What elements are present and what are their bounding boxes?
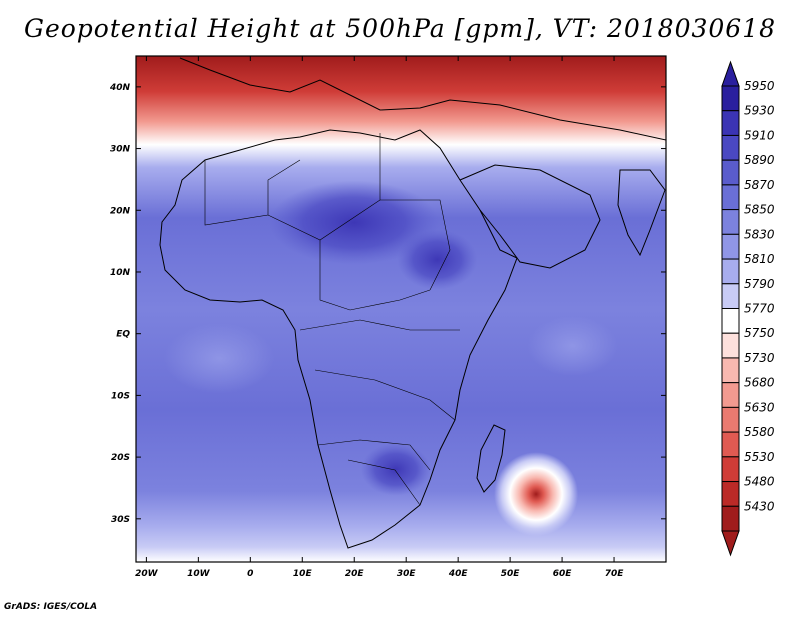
colorbar-label: 5730 <box>744 351 775 365</box>
colorbar-label: 5790 <box>744 277 775 291</box>
x-tick-label: 10E <box>293 569 313 579</box>
colorbar-label: 5430 <box>744 499 775 513</box>
colorbar-swatch <box>721 431 740 458</box>
x-tick-label: 10W <box>187 569 211 579</box>
colorbar-swatch <box>721 332 740 359</box>
colorbar-label: 5580 <box>744 425 775 439</box>
colorbar-swatch <box>721 110 740 136</box>
madagascar-coastline <box>476 424 506 493</box>
y-tick-label: 40N <box>109 83 131 93</box>
border-line <box>319 240 431 311</box>
colorbar-label: 5870 <box>744 178 775 192</box>
colorbar-label: 5850 <box>744 203 775 217</box>
x-tick-label: 50E <box>501 569 521 579</box>
y-tick-label: EQ <box>116 330 130 340</box>
colorbar-swatch <box>721 134 740 161</box>
colorbar-bottom-arrow <box>721 530 740 557</box>
colorbar-swatch <box>721 382 740 408</box>
colorbar-swatch <box>721 159 740 186</box>
x-tick-label: 40E <box>448 569 469 579</box>
colorbar-swatch <box>721 406 740 433</box>
y-tick-label: 30N <box>110 145 131 155</box>
x-tick-label: 70E <box>605 569 625 579</box>
colorbar-swatch <box>721 233 740 260</box>
colorbar-swatch <box>721 184 740 211</box>
y-tick-label: 10S <box>111 391 130 401</box>
colorbar-label: 5910 <box>744 128 775 142</box>
colorbar-label: 5930 <box>744 104 775 118</box>
x-tick-label: 30E <box>397 569 417 579</box>
indian-ocean-weak-region <box>527 316 618 377</box>
chart-title: Geopotential Height at 500hPa [gpm], VT:… <box>23 14 777 43</box>
colorbar-swatch <box>721 456 740 483</box>
border-line <box>347 459 421 506</box>
colorbar-label: 5750 <box>744 326 775 340</box>
x-tick-label: 20E <box>345 569 365 579</box>
colorbar-label: 5830 <box>744 227 775 241</box>
x-tick-label: 0 <box>247 569 253 579</box>
colorbar-label: 5680 <box>744 376 775 390</box>
country-borders <box>204 133 460 506</box>
x-tick-label: 20W <box>135 569 159 579</box>
colorbar-swatch <box>721 85 740 112</box>
height-field <box>136 56 666 562</box>
europe-coastline <box>179 57 666 141</box>
colorbar-swatch <box>721 209 740 235</box>
colorbar-swatch <box>721 505 740 532</box>
border-line <box>314 369 456 421</box>
colorbar-label: 5810 <box>744 252 775 266</box>
india-coastline <box>617 169 666 257</box>
southern-africa-ridge <box>360 443 431 496</box>
y-tick-label: 10N <box>110 268 131 278</box>
gulf-of-guinea-weak-region <box>164 323 275 394</box>
colorbar-label: 5480 <box>744 475 775 489</box>
colorbar-label: 5950 <box>744 79 775 93</box>
y-tick-label: 30S <box>111 515 130 525</box>
colorbar-top-arrow <box>721 60 740 87</box>
colorbar-swatch <box>721 357 740 384</box>
axes: 20W 10W 0 10E 20E 30E 40E 50E 60E 70E 40N 30N 20N 10N… <box>109 56 666 579</box>
colorbar: 5950 5930 5910 5890 5870 5850 5830 5810 5790 5770… <box>721 60 775 557</box>
grads-credit: GrADS: IGES/COLA <box>4 602 98 612</box>
indian-ocean-low <box>494 452 579 537</box>
colorbar-label: 5770 <box>744 302 775 316</box>
y-tick-label: 20N <box>110 206 131 216</box>
colorbar-label: 5890 <box>744 153 775 167</box>
arabia-coastline <box>459 164 601 269</box>
x-tick-label: 60E <box>553 569 573 579</box>
border-line <box>380 199 451 291</box>
border-line <box>317 439 431 471</box>
border-line <box>267 133 381 241</box>
east-africa-ridge <box>397 229 478 290</box>
y-tick-label: 20S <box>111 453 130 463</box>
colorbar-label: 5530 <box>744 450 775 464</box>
colorbar-swatch <box>721 283 740 309</box>
border-line <box>299 319 460 331</box>
colorbar-swatch <box>721 308 740 334</box>
plot-frame <box>135 55 667 563</box>
colorbar-label: 5630 <box>744 400 775 414</box>
saharan-ridge <box>269 180 440 265</box>
colorbar-swatch <box>721 481 740 507</box>
colorbar-swatch <box>721 258 740 285</box>
